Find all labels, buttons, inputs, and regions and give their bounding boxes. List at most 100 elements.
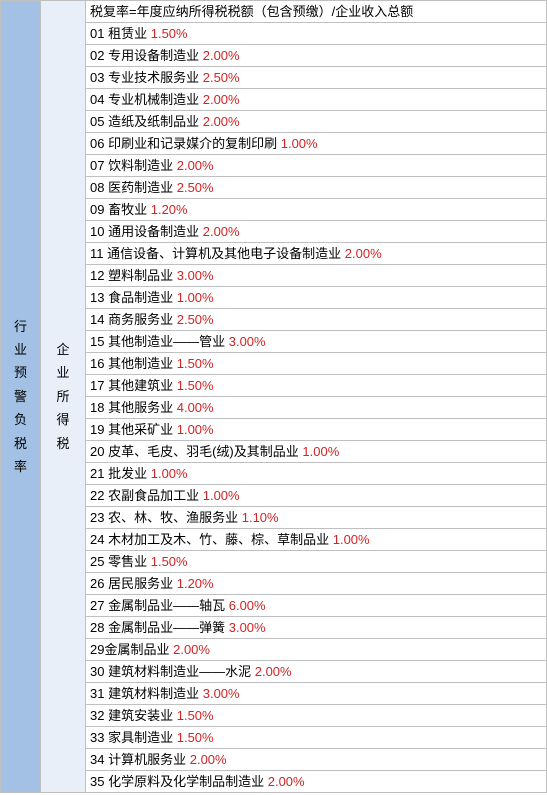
category-column: 行业预警负税率 xyxy=(1,1,41,793)
industry-name: 其他制造业——管业 xyxy=(108,334,225,349)
row-number: 08 xyxy=(90,180,104,195)
industries-column: 税复率=年度应纳所得税税额（包含预缴）/企业收入总额 01 租赁业 1.50% 0… xyxy=(86,1,547,793)
row-number: 12 xyxy=(90,268,104,283)
tax-rate: 6.00% xyxy=(229,598,266,613)
tax-rate: 2.50% xyxy=(177,180,214,195)
row-number: 28 xyxy=(90,620,104,635)
industry-name: 零售业 xyxy=(108,554,147,569)
tax-type-label-char: 企 xyxy=(56,338,69,361)
tax-rate: 1.20% xyxy=(151,202,188,217)
row-number: 26 xyxy=(90,576,104,591)
tax-rate: 2.00% xyxy=(203,92,240,107)
industry-row: 28 金属制品业——弹簧 3.00% xyxy=(86,617,547,639)
category-label-char: 预 xyxy=(14,361,27,384)
category-label-char: 税 xyxy=(14,432,27,455)
tax-rate: 1.00% xyxy=(281,136,318,151)
industry-row: 29金属制品业 2.00% xyxy=(86,639,547,661)
row-number: 09 xyxy=(90,202,104,217)
formula-text: 税复率=年度应纳所得税税额（包含预缴）/企业收入总额 xyxy=(90,4,413,19)
industry-row: 26 居民服务业 1.20% xyxy=(86,573,547,595)
industry-name: 建筑材料制造业 xyxy=(108,686,199,701)
row-number: 17 xyxy=(90,378,104,393)
row-number: 23 xyxy=(90,510,104,525)
row-number: 11 xyxy=(90,246,104,261)
tax-rate: 1.50% xyxy=(177,356,214,371)
industry-row: 34 计算机服务业 2.00% xyxy=(86,749,547,771)
row-number: 33 xyxy=(90,730,104,745)
row-number: 20 xyxy=(90,444,104,459)
tax-rate: 3.00% xyxy=(203,686,240,701)
industry-name: 金属制品业——轴瓦 xyxy=(108,598,225,613)
tax-type-label: 企业所得税 xyxy=(56,338,69,455)
industry-row: 12 塑料制品业 3.00% xyxy=(86,265,547,287)
industry-row: 08 医药制造业 2.50% xyxy=(86,177,547,199)
tax-rate: 1.20% xyxy=(177,576,214,591)
industry-name: 饮料制造业 xyxy=(108,158,173,173)
industry-row: 24 木材加工及木、竹、藤、棕、草制品业 1.00% xyxy=(86,529,547,551)
category-label: 行业预警负税率 xyxy=(14,315,27,479)
industry-name: 其他服务业 xyxy=(108,400,173,415)
tax-rate: 2.00% xyxy=(203,224,240,239)
industry-name: 木材加工及木、竹、藤、棕、草制品业 xyxy=(108,532,329,547)
tax-rate: 2.00% xyxy=(190,752,227,767)
tax-rate: 3.00% xyxy=(177,268,214,283)
industry-name: 化学原料及化学制品制造业 xyxy=(108,774,264,789)
row-number: 03 xyxy=(90,70,104,85)
tax-rate: 4.00% xyxy=(177,400,214,415)
row-number: 18 xyxy=(90,400,104,415)
tax-rate: 1.00% xyxy=(151,466,188,481)
row-number: 05 xyxy=(90,114,104,129)
industry-name: 其他制造业 xyxy=(108,356,173,371)
industry-row: 13 食品制造业 1.00% xyxy=(86,287,547,309)
industry-name: 建筑安装业 xyxy=(108,708,173,723)
tax-type-label-char: 业 xyxy=(56,361,69,384)
row-number: 02 xyxy=(90,48,104,63)
industry-row: 04 专业机械制造业 2.00% xyxy=(86,89,547,111)
row-number: 35 xyxy=(90,774,104,789)
tax-type-column: 企业所得税 xyxy=(41,1,86,793)
industry-name: 畜牧业 xyxy=(108,202,147,217)
row-number: 07 xyxy=(90,158,104,173)
industry-row: 22 农副食品加工业 1.00% xyxy=(86,485,547,507)
industry-name: 农、林、牧、渔服务业 xyxy=(108,510,238,525)
tax-type-label-char: 税 xyxy=(56,432,69,455)
row-number: 30 xyxy=(90,664,104,679)
industry-row: 15 其他制造业——管业 3.00% xyxy=(86,331,547,353)
tax-type-label-char: 所 xyxy=(56,385,69,408)
tax-rate: 2.00% xyxy=(203,48,240,63)
industry-name: 建筑材料制造业——水泥 xyxy=(108,664,251,679)
industry-name: 批发业 xyxy=(108,466,147,481)
industry-name: 家具制造业 xyxy=(108,730,173,745)
row-number: 10 xyxy=(90,224,104,239)
tax-rate: 1.00% xyxy=(177,422,214,437)
row-number: 24 xyxy=(90,532,104,547)
tax-type-label-char: 得 xyxy=(56,408,69,431)
industry-row: 32 建筑安装业 1.50% xyxy=(86,705,547,727)
row-number: 16 xyxy=(90,356,104,371)
industry-name: 商务服务业 xyxy=(108,312,173,327)
row-number: 04 xyxy=(90,92,104,107)
industry-name: 专业技术服务业 xyxy=(108,70,199,85)
industry-row: 02 专用设备制造业 2.00% xyxy=(86,45,547,67)
tax-rate: 1.50% xyxy=(151,554,188,569)
tax-rate: 1.00% xyxy=(177,290,214,305)
row-number: 29 xyxy=(90,642,104,657)
industry-row: 03 专业技术服务业 2.50% xyxy=(86,67,547,89)
industry-name: 金属制品业——弹簧 xyxy=(108,620,225,635)
industry-row: 17 其他建筑业 1.50% xyxy=(86,375,547,397)
row-number: 34 xyxy=(90,752,104,767)
industry-name: 租赁业 xyxy=(108,26,147,41)
industry-name: 医药制造业 xyxy=(108,180,173,195)
row-number: 06 xyxy=(90,136,104,151)
industry-name: 印刷业和记录媒介的复制印刷 xyxy=(108,136,277,151)
industry-row: 19 其他采矿业 1.00% xyxy=(86,419,547,441)
tax-rate: 1.00% xyxy=(302,444,339,459)
tax-rate-table: 行业预警负税率 企业所得税 税复率=年度应纳所得税税额（包含预缴）/企业收入总额… xyxy=(0,0,547,793)
tax-rate: 2.00% xyxy=(255,664,292,679)
row-number: 01 xyxy=(90,26,104,41)
tax-rate: 1.00% xyxy=(333,532,370,547)
industry-row: 16 其他制造业 1.50% xyxy=(86,353,547,375)
category-label-char: 行 xyxy=(14,315,27,338)
industry-row: 18 其他服务业 4.00% xyxy=(86,397,547,419)
tax-rate: 2.00% xyxy=(177,158,214,173)
